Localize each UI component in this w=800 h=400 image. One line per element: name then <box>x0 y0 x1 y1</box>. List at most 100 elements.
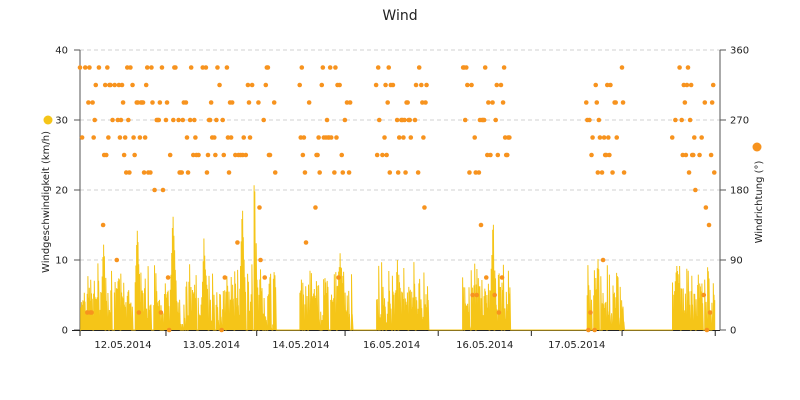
direction-point <box>302 170 308 175</box>
direction-point <box>423 100 428 105</box>
direction-point <box>192 117 197 123</box>
direction-point <box>708 152 714 158</box>
direction-point <box>395 170 401 175</box>
left-tick-label: 20 <box>55 186 68 197</box>
direction-point <box>610 170 615 175</box>
direction-point <box>148 170 153 175</box>
direction-point <box>114 257 120 263</box>
direction-point <box>333 65 338 70</box>
direction-point <box>258 257 263 263</box>
direction-point <box>600 257 606 263</box>
direction-point <box>499 275 505 280</box>
direction-point <box>620 100 626 105</box>
direction-point <box>79 135 85 140</box>
direction-point <box>87 65 92 70</box>
direction-point <box>474 292 480 298</box>
x-tick-label: 16.05.2014 <box>363 340 420 351</box>
direction-point <box>374 152 380 158</box>
direction-point <box>246 100 252 105</box>
direction-point <box>222 275 228 280</box>
direction-point <box>256 100 261 105</box>
direction-point <box>180 117 186 123</box>
direction-point <box>473 170 479 175</box>
direction-point <box>120 100 126 105</box>
x-tick-label: 12.05.2014 <box>94 340 151 351</box>
direction-point <box>91 135 96 140</box>
direction-point <box>380 152 385 158</box>
direction-point <box>472 135 477 140</box>
direction-point <box>710 82 716 88</box>
direction-point <box>390 82 396 88</box>
direction-point <box>149 65 154 70</box>
direction-point <box>421 135 426 140</box>
direction-point <box>590 135 595 140</box>
direction-point <box>249 82 255 88</box>
direction-point <box>403 170 408 175</box>
direction-point <box>203 65 209 70</box>
direction-point <box>150 100 155 105</box>
direction-point <box>680 152 686 158</box>
direction-point <box>299 65 305 70</box>
chart-title: Wind <box>382 8 417 24</box>
direction-point <box>82 65 88 70</box>
direction-point <box>586 327 591 333</box>
direction-point <box>298 135 304 140</box>
direction-point <box>110 117 115 123</box>
x-tick-label: 13.05.2014 <box>183 340 240 351</box>
direction-point <box>117 135 123 140</box>
direction-point <box>226 170 232 175</box>
direction-point <box>303 240 309 245</box>
direction-point <box>704 327 710 333</box>
direction-point <box>386 65 392 70</box>
left-axis-title: Windgeschwindigkeit (km/h) <box>41 131 52 273</box>
direction-point <box>247 135 253 140</box>
direction-point <box>382 135 387 140</box>
direction-point <box>103 152 109 158</box>
direction-point <box>271 100 277 105</box>
direction-point <box>413 82 419 88</box>
direction-point <box>707 310 713 315</box>
direction-point <box>683 152 689 158</box>
x-tick-label: 14.05.2014 <box>272 340 329 351</box>
direction-point <box>481 117 487 123</box>
direction-point <box>690 152 696 158</box>
direction-point <box>467 170 472 175</box>
direction-point <box>163 117 169 123</box>
direction-point <box>677 65 682 70</box>
right-tick-label: 270 <box>730 116 749 127</box>
direction-point <box>686 170 692 175</box>
left-axis-ticks: 0 10 20 30 40 <box>55 46 81 337</box>
direction-point <box>136 310 142 315</box>
direction-point <box>121 152 127 158</box>
direction-point <box>697 152 702 158</box>
direction-point <box>316 135 321 140</box>
direction-point <box>105 65 110 70</box>
direction-point <box>229 100 235 105</box>
direction-point <box>603 152 609 158</box>
direction-point <box>328 135 334 140</box>
direction-point <box>204 170 210 175</box>
direction-point <box>673 117 678 123</box>
direction-point <box>337 82 342 88</box>
direction-point <box>93 82 99 88</box>
direction-point <box>306 100 312 105</box>
direction-point <box>476 170 482 175</box>
direction-point <box>594 100 600 105</box>
direction-point <box>132 152 137 158</box>
direction-point <box>495 152 501 158</box>
x-tick-label: 16.05.2014 <box>456 340 513 351</box>
direction-point <box>92 117 98 123</box>
direction-point <box>596 117 602 123</box>
direction-point <box>160 187 166 193</box>
direction-point <box>478 222 484 228</box>
direction-point <box>196 152 201 158</box>
direction-point <box>416 65 422 70</box>
direction-point <box>320 65 326 70</box>
direction-point <box>89 310 94 315</box>
direction-point <box>233 152 238 158</box>
direction-point <box>463 65 469 70</box>
x-tick-label: 17.05.2014 <box>548 340 605 351</box>
direction-point <box>217 82 222 88</box>
direction-point <box>179 170 185 175</box>
